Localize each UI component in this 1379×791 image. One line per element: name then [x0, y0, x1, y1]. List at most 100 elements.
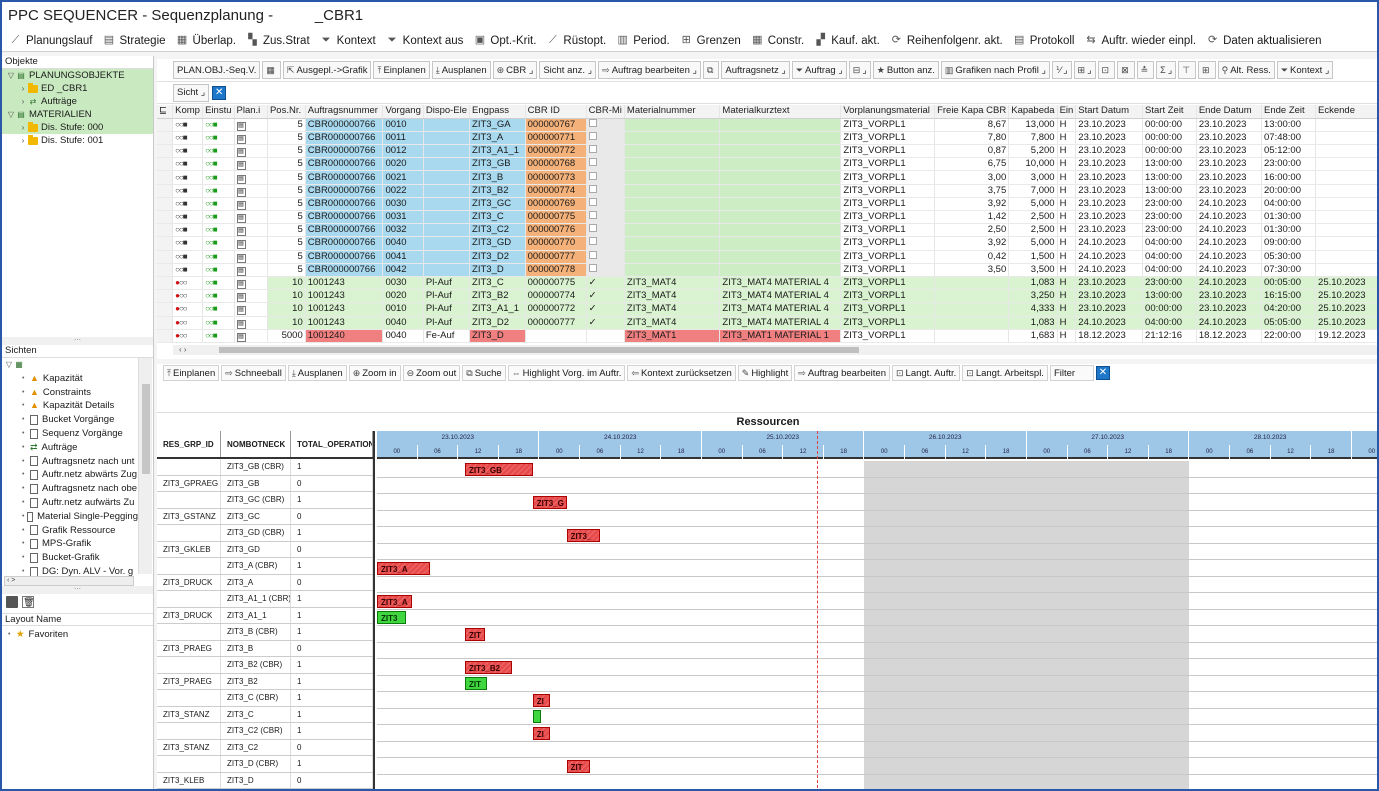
cell-mat[interactable] [624, 184, 721, 198]
table-row[interactable]: ○○■ ○○■ ▤ 5 CBR000000766 0021 ZIT3_B 000000773 Z… [157, 170, 1377, 185]
gantt-bar[interactable]: ZI [532, 726, 550, 740]
cell-pos[interactable]: 5 [267, 210, 306, 225]
cell-vorpl[interactable]: ZIT3_VORPL1 [840, 250, 936, 264]
view-item[interactable]: • ▲ Kapazität Details [22, 400, 115, 412]
cbr-checkbox[interactable] [588, 184, 597, 193]
plan-icon[interactable]: ▤ [236, 280, 246, 289]
cell-engpass[interactable]: ZIT3_D [469, 263, 526, 277]
cell-et[interactable]: 00:05:00 [1261, 276, 1317, 291]
cell-vorpl[interactable]: ZIT3_VORPL1 [840, 144, 936, 159]
toolbar-button-12[interactable]: ⟳ Reihenfolgenr. akt. [887, 31, 1010, 51]
cell-st[interactable]: 04:00:00 [1142, 263, 1197, 277]
toolbar-button-10[interactable]: ▦ Constr. [748, 31, 811, 51]
views-root[interactable]: ▽ ▦ [5, 360, 23, 370]
cell-matk[interactable]: ZIT3_MAT4 MATERIAL 4 [719, 302, 842, 317]
cell-auftrag[interactable]: CBR000000766 [305, 197, 384, 212]
table-row[interactable]: ●○○ ○○■ ▤ 10 1001243 0030 Pl-Auf ZIT3_C 00000077… [157, 276, 1377, 291]
cell-kapa[interactable]: 1,083 [1008, 276, 1058, 291]
cell-pos[interactable]: 5 [267, 118, 306, 132]
cell-ein[interactable]: H [1057, 144, 1077, 159]
cell-vorgang[interactable]: 0012 [382, 144, 424, 159]
gantt-bar[interactable]: ZIT3_G [532, 495, 567, 509]
table-row[interactable]: ●○○ ○○■ ▤ 10 1001243 0010 Pl-Auf ZIT3_A1_1 00000… [157, 302, 1377, 317]
cell-dispo[interactable] [423, 184, 471, 198]
cell-et[interactable]: 04:20:00 [1261, 302, 1317, 317]
cell-ed[interactable]: 24.10.2023 [1196, 263, 1263, 277]
cell-freie[interactable] [934, 276, 1010, 291]
cell-dispo[interactable]: Fe-Auf [423, 329, 471, 343]
cell-freie[interactable] [934, 289, 1010, 304]
cell-et[interactable]: 01:30:00 [1261, 210, 1317, 225]
cell-cbr_id[interactable]: 000000770 [525, 236, 587, 251]
column-header[interactable]: Komp [172, 105, 204, 119]
cell-matk[interactable] [719, 144, 842, 159]
plan-icon[interactable]: ▤ [236, 148, 246, 157]
cell-mat[interactable]: ZIT3_MAT4 [624, 302, 721, 317]
resource-row[interactable]: ZIT3_GC (CBR) 1 [157, 492, 373, 509]
cell-dispo[interactable] [423, 210, 471, 225]
cell-cbr_id[interactable]: 000000773 [525, 170, 587, 185]
toolbar-button-9[interactable]: ⊞ Grenzen [677, 31, 748, 51]
cell-pos[interactable]: 5 [267, 223, 306, 238]
cell-kapa[interactable]: 1,083 [1008, 316, 1058, 330]
grid-toolbar-button-18[interactable]: ≛ [1136, 61, 1155, 79]
gantt-bar[interactable]: ZIT [465, 677, 487, 690]
column-header[interactable]: Eckende [1315, 105, 1377, 119]
cell-st[interactable]: 13:00:00 [1142, 170, 1197, 185]
cell-ed[interactable]: 24.10.2023 [1196, 276, 1263, 291]
cbr-checkbox[interactable] [588, 118, 597, 127]
cell-kapa[interactable]: 7,800 [1008, 131, 1058, 146]
cell-cbrmi[interactable]: ✓ [586, 289, 625, 304]
cell-auftrag[interactable]: 1001243 [305, 302, 384, 317]
view-item[interactable]: • Auftragsnetz nach unt [22, 455, 135, 467]
table-row[interactable]: ○○■ ○○■ ▤ 5 CBR000000766 0040 ZIT3_GD 000000770… [157, 236, 1377, 251]
cell-pos[interactable]: 10 [267, 276, 306, 291]
resources-column-header[interactable]: NOMBOTNECK [221, 431, 291, 457]
cell-mat[interactable] [624, 170, 721, 185]
cell-cbr_id[interactable] [525, 329, 587, 343]
cell-eck[interactable] [1315, 263, 1377, 277]
cell-vorgang[interactable]: 0040 [382, 316, 424, 330]
cell-freie[interactable] [934, 302, 1010, 317]
cell-eck[interactable] [1315, 157, 1377, 172]
cell-matk[interactable] [719, 118, 842, 132]
grid-toolbar-button-8[interactable]: ⧉ [702, 61, 720, 79]
cell-engpass[interactable]: ZIT3_GA [469, 118, 526, 132]
cell-mat[interactable] [624, 236, 721, 251]
filter-input[interactable]: Filter [1049, 365, 1094, 381]
grid-toolbar-button-2[interactable]: ⇱ Ausgepl.->Grafik [282, 61, 372, 79]
cell-sd[interactable]: 23.10.2023 [1075, 302, 1144, 317]
cell-eck[interactable]: 25.10.2023 [1315, 316, 1377, 330]
cell-kapa[interactable]: 1,500 [1008, 250, 1058, 264]
cell-st[interactable]: 13:00:00 [1142, 184, 1197, 198]
cell-pos[interactable]: 10 [267, 302, 306, 317]
grid-toolbar-button-14[interactable]: ⅟ ⌟ [1051, 61, 1072, 79]
cell-dispo[interactable] [423, 131, 471, 146]
cell-eck[interactable] [1315, 144, 1377, 159]
grid-toolbar-button-15[interactable]: ⊞ ⌟ [1073, 61, 1096, 79]
cell-pos[interactable]: 5 [267, 144, 306, 159]
cell-dispo[interactable]: Pl-Auf [423, 316, 471, 330]
cell-auftrag[interactable]: CBR000000766 [305, 144, 384, 159]
cell-mat[interactable] [624, 250, 721, 264]
cell-matk[interactable] [719, 170, 842, 185]
cell-mat[interactable] [624, 197, 721, 212]
toolbar-button-7[interactable]: ⟋ Rüstopt. [543, 31, 613, 51]
cell-freie[interactable]: 3,75 [934, 184, 1010, 198]
cbr-checkbox[interactable] [588, 250, 597, 259]
cell-ein[interactable]: H [1057, 289, 1077, 304]
toolbar-button-8[interactable]: ▥ Period. [613, 31, 676, 51]
cell-engpass[interactable]: ZIT3_A1_1 [469, 302, 526, 317]
cell-ein[interactable]: H [1057, 250, 1077, 264]
cell-sd[interactable]: 18.12.2023 [1075, 329, 1144, 343]
cell-eck[interactable]: 25.10.2023 [1315, 302, 1377, 317]
cell-et[interactable]: 01:30:00 [1261, 223, 1317, 238]
cell-vorgang[interactable]: 0010 [382, 118, 424, 132]
cell-vorgang[interactable]: 0030 [382, 276, 424, 291]
tree-node[interactable]: › ⇄ Aufträge [2, 95, 153, 108]
cell-freie[interactable]: 1,42 [934, 210, 1010, 225]
cell-pos[interactable]: 5 [267, 184, 306, 198]
column-header[interactable]: Vorplanungsmaterial [840, 105, 936, 119]
view-item[interactable]: • Sequenz Vorgänge [22, 427, 123, 439]
cell-st[interactable]: 04:00:00 [1142, 236, 1197, 251]
